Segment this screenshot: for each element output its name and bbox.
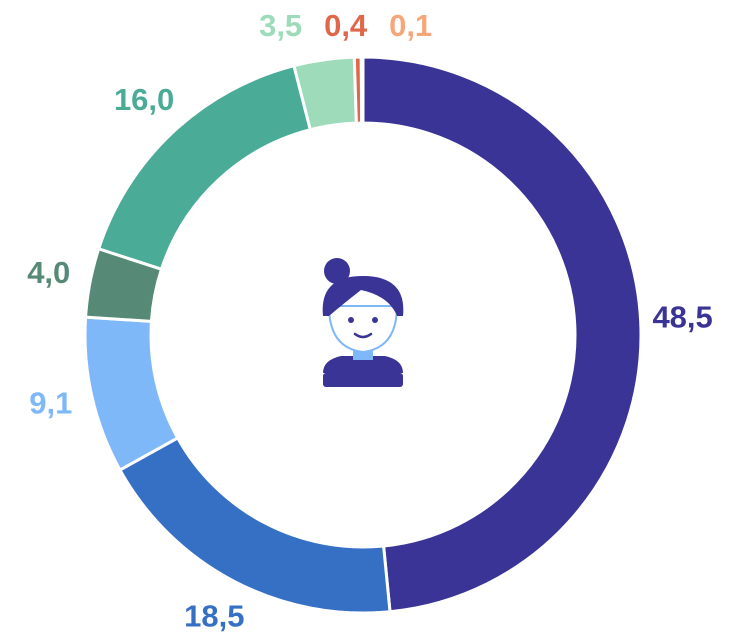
donut-segment — [83, 315, 180, 472]
data-label: 16,0 — [114, 82, 174, 117]
data-label: 4,0 — [27, 255, 70, 290]
data-label: 3,5 — [259, 8, 302, 43]
data-label: 48,5 — [652, 300, 712, 335]
person-icon — [322, 258, 404, 387]
donut-segment — [359, 55, 365, 125]
data-label: 0,1 — [389, 8, 432, 43]
donut-segment — [361, 55, 643, 614]
data-label: 9,1 — [29, 385, 72, 420]
donut-segment — [117, 435, 392, 615]
data-label: 0,4 — [324, 8, 368, 43]
data-label: 18,5 — [184, 599, 244, 634]
